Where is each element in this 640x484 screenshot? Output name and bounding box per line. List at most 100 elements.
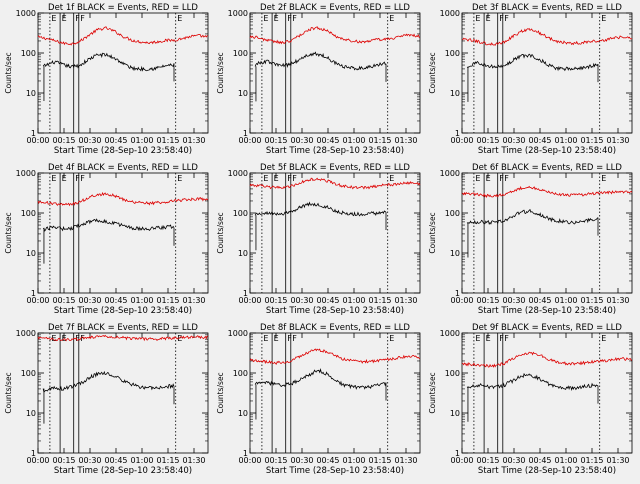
y-axis-label: Counts/sec [216,52,225,93]
plot-frame [461,332,633,454]
x-axis-label: Start Time (28-Sep-10 23:58:40) [266,306,404,316]
y-axis-label: Counts/sec [428,372,437,413]
x-tick-label: 00:15 [476,456,499,465]
x-tick-label: 01:00 [130,296,153,305]
y-tick-label: 100 [233,209,248,218]
x-tick-label: 01:00 [342,136,365,145]
y-tick-label: 100 [21,369,36,378]
x-tick-label: 00:15 [264,456,287,465]
marker-label-f: F [287,334,292,343]
y-axis-label: Counts/sec [216,372,225,413]
marker-label-e: E [177,174,182,183]
marker-label-e: E [486,334,491,343]
x-tick-label: 01:30 [606,456,629,465]
x-tick-label: 01:15 [580,456,603,465]
y-tick-label: 1 [455,129,460,138]
x-tick-label: 01:00 [342,296,365,305]
marker-label-e: E [274,14,279,23]
marker-label-f: F [499,14,504,23]
panel-title: Det 8f BLACK = Events, RED = LLD [260,323,410,333]
y-tick-label: 10 [26,89,36,98]
marker-label-f: F [80,14,85,23]
x-tick-label: 01:00 [554,136,577,145]
series-line-red-lld [461,27,633,46]
x-tick-label: 00:30 [290,136,313,145]
marker-label-e: E [486,174,491,183]
y-tick-label: 100 [233,49,248,58]
y-tick-label: 100 [445,209,460,218]
panel-title: Det 5f BLACK = Events, RED = LLD [260,163,410,173]
y-axis-label: Counts/sec [4,372,13,413]
x-tick-label: 00:30 [502,136,525,145]
y-tick-label: 1000 [440,9,460,18]
x-tick-label: 00:30 [290,296,313,305]
panel-det-8: Det 8f BLACK = Events, RED = LLD 1 10 100 10… [216,323,421,476]
marker-label-e: E [601,174,606,183]
marker-label-f: F [499,174,504,183]
series-line-black-events [254,51,387,71]
series-line-red-lld [37,191,209,207]
x-tick-label: 00:45 [528,456,551,465]
x-tick-label: 00:45 [316,456,339,465]
panel-title: Det 4f BLACK = Events, RED = LLD [48,163,198,173]
y-tick-label: 10 [26,409,36,418]
y-axis-label: Counts/sec [4,212,13,253]
y-tick-label: 100 [445,49,460,58]
y-tick-label: 1000 [16,9,36,18]
series-line-red-lld [37,26,209,46]
panel-det-1: Det 1f BLACK = Events, RED = LLD 1 10 100 10… [4,3,209,156]
plot-frame [249,12,421,134]
x-tick-label: 00:00 [238,456,261,465]
y-tick-label: 100 [233,369,248,378]
x-tick-label: 00:45 [316,136,339,145]
x-tick-label: 01:30 [182,136,205,145]
series-line-red-lld [249,348,421,365]
x-tick-label: 00:30 [78,136,101,145]
series-line-red-lld [461,185,633,199]
y-tick-label: 1 [31,289,36,298]
panel-det-7: Det 7f BLACK = Events, RED = LLD 1 10 100 10… [4,323,209,476]
panel-title: Det 3f BLACK = Events, RED = LLD [472,3,622,13]
series-line-red-lld [249,26,421,45]
x-tick-label: 00:45 [316,296,339,305]
x-tick-label: 01:15 [156,136,179,145]
y-tick-label: 10 [450,409,460,418]
y-tick-label: 100 [445,369,460,378]
y-tick-label: 1 [31,449,36,458]
plot-frame [461,172,633,294]
x-tick-label: 00:30 [502,296,525,305]
marker-label-e: E [51,334,56,343]
x-tick-label: 00:00 [26,456,49,465]
series-line-red-lld [249,177,421,190]
marker-label-f: F [504,174,509,183]
marker-label-e: E [475,334,480,343]
x-tick-label: 00:45 [104,136,127,145]
plot-frame [461,12,633,134]
x-axis-label: Start Time (28-Sep-10 23:58:40) [266,466,404,476]
x-tick-label: 00:45 [104,296,127,305]
marker-label-e: E [263,334,268,343]
plot-frame [37,172,209,294]
marker-label-e: E [475,174,480,183]
x-tick-label: 00:15 [52,296,75,305]
y-axis-label: Counts/sec [216,212,225,253]
plot-frame [37,332,209,454]
series-line-black-events [466,53,599,72]
x-tick-label: 00:00 [26,296,49,305]
series-line-black-events [254,201,387,217]
y-tick-label: 1 [243,289,248,298]
x-axis-label: Start Time (28-Sep-10 23:58:40) [266,146,404,156]
y-axis-label: Counts/sec [428,212,437,253]
marker-label-e: E [263,174,268,183]
y-tick-label: 1000 [440,169,460,178]
panel-title: Det 6f BLACK = Events, RED = LLD [472,163,622,173]
marker-label-e: E [601,334,606,343]
y-tick-label: 10 [238,409,248,418]
y-tick-label: 1000 [228,169,248,178]
series-line-red-lld [37,334,209,342]
x-axis-label: Start Time (28-Sep-10 23:58:40) [478,146,616,156]
marker-label-e: E [263,14,268,23]
marker-label-f: F [287,14,292,23]
series-line-black-events [42,52,175,72]
series-line-black-events [42,218,175,232]
